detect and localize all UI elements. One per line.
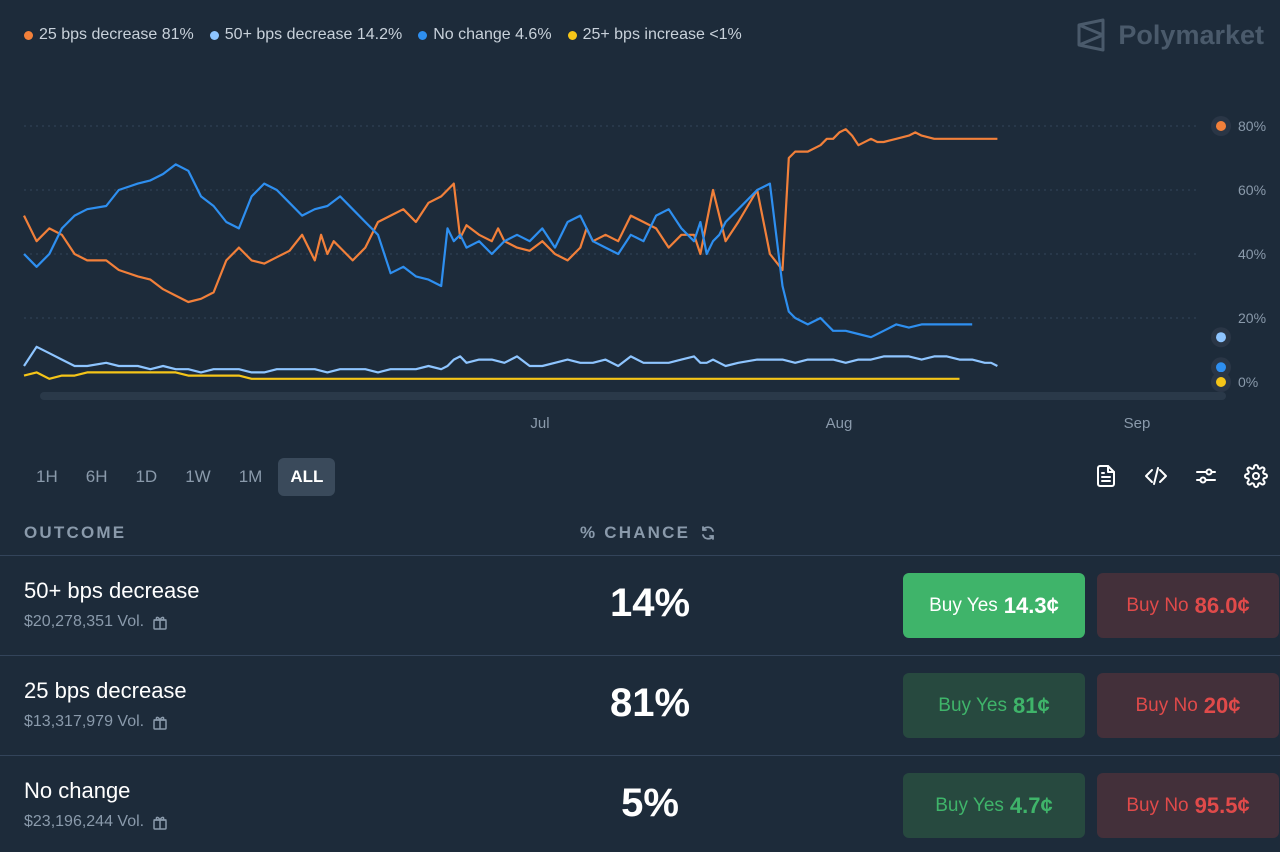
outcome-name: 25 bps decrease	[24, 678, 187, 703]
series-line-no-change[interactable]	[23, 163, 973, 339]
buy-yes-label: Buy Yes	[938, 694, 1007, 716]
buy-yes-label: Buy Yes	[929, 594, 998, 616]
outcome-chance: 14%	[609, 581, 691, 625]
series-line-25bps-increase[interactable]	[23, 371, 960, 380]
buy-yes-price: 4.7¢	[1009, 792, 1053, 818]
brand-watermark: Polymarket	[1076, 18, 1264, 52]
outcome-row[interactable]: 50+ bps decrease $20,278,351 Vol. 14% Bu…	[0, 556, 1280, 656]
marker-25bps-increase	[1216, 377, 1226, 387]
range-1h-button[interactable]: 1H	[36, 467, 58, 486]
buy-yes-price: 14.3¢	[1003, 592, 1059, 618]
legend-dot	[418, 30, 428, 40]
buy-no-price: 95.5¢	[1194, 792, 1250, 818]
buy-no-price: 86.0¢	[1194, 592, 1250, 618]
legend-dot	[24, 30, 33, 40]
range-all-button[interactable]: ALL	[278, 458, 336, 496]
range-1d-button[interactable]: 1D	[135, 467, 158, 486]
buy-yes-label: Buy Yes	[935, 794, 1004, 816]
time-range-selector: 1H 6H 1D 1W 1M ALL	[24, 458, 336, 496]
y-tick-label: 40%	[1238, 246, 1266, 262]
buy-no-button[interactable]: Buy No 86.0¢	[1097, 573, 1279, 638]
y-tick-label: 20%	[1238, 310, 1266, 326]
legend-dot	[567, 30, 577, 40]
legend-item-25bps-increase: 25+ bps increase <1%	[567, 26, 742, 44]
document-icon[interactable]	[1092, 462, 1120, 490]
gear-icon[interactable]	[1242, 462, 1270, 490]
outcome-volume: $13,317,979 Vol.	[24, 713, 168, 731]
legend-item-50bps-decrease: 50+ bps decrease 14.2%	[209, 26, 403, 44]
legend-item-no-change: No change 4.6%	[418, 26, 552, 44]
brand-name: Polymarket	[1118, 19, 1264, 50]
outcome-name: No change	[24, 778, 131, 803]
buy-no-label: Buy No	[1135, 694, 1198, 716]
chance-header-label: % CHANCE	[580, 523, 691, 542]
range-6h-button[interactable]: 6H	[85, 467, 108, 486]
volume-text: $13,317,979 Vol.	[24, 713, 145, 730]
gift-icon[interactable]	[152, 714, 168, 730]
code-icon[interactable]	[1142, 462, 1170, 490]
buy-yes-button[interactable]: Buy Yes 14.3¢	[903, 573, 1085, 638]
outcome-chance: 5%	[621, 781, 679, 825]
gift-icon[interactable]	[152, 614, 168, 630]
legend-dot	[209, 30, 219, 40]
buy-no-label: Buy No	[1126, 794, 1189, 816]
range-1w-button[interactable]: 1W	[185, 467, 211, 486]
series-line-25bps-decrease[interactable]	[23, 128, 998, 304]
buy-no-button[interactable]: Buy No 95.5¢	[1097, 773, 1279, 838]
outcome-row[interactable]: 25 bps decrease $13,317,979 Vol. 81% Buy…	[0, 656, 1280, 756]
buy-no-label: Buy No	[1126, 594, 1189, 616]
outcome-name: 50+ bps decrease	[24, 578, 200, 603]
legend-label: No change 4.6%	[433, 26, 552, 43]
x-tick-label: Sep	[1124, 415, 1151, 432]
y-tick-label: 60%	[1238, 182, 1266, 198]
legend-label: 25+ bps increase <1%	[582, 26, 742, 43]
marker-no-change	[1216, 362, 1226, 373]
gift-icon[interactable]	[152, 814, 168, 830]
outcome-row[interactable]: No change $23,196,244 Vol. 5% Buy Yes 4.…	[0, 756, 1280, 852]
buy-yes-button[interactable]: Buy Yes 81¢	[903, 673, 1085, 738]
chart-legend: 25 bps decrease 81% 50+ bps decrease 14.…	[24, 26, 742, 44]
buy-no-button[interactable]: Buy No 20¢	[1097, 673, 1279, 738]
refresh-icon[interactable]	[700, 525, 716, 541]
y-tick-label: 0%	[1238, 374, 1258, 390]
legend-item-25bps-decrease: 25 bps decrease 81%	[24, 26, 194, 44]
outcome-chance: 81%	[609, 681, 691, 725]
polymarket-logo-icon	[1077, 18, 1105, 52]
series-line-50bps-decrease[interactable]	[23, 345, 998, 374]
y-tick-label: 80%	[1238, 118, 1266, 134]
buy-yes-button[interactable]: Buy Yes 4.7¢	[903, 773, 1085, 838]
volume-text: $20,278,351 Vol.	[24, 613, 145, 630]
chart-tools	[1092, 462, 1270, 490]
range-1m-button[interactable]: 1M	[238, 467, 263, 486]
chance-column-header: % CHANCE	[580, 523, 716, 543]
chart-scrollbar[interactable]	[40, 392, 1226, 400]
x-tick-label: Jul	[530, 415, 549, 432]
legend-label: 25 bps decrease 81%	[39, 26, 194, 43]
price-history-chart[interactable]: 0% 20% 40% 60% 80% Jul Aug Sep	[0, 70, 1280, 440]
sliders-icon[interactable]	[1192, 462, 1220, 490]
legend-label: 50+ bps decrease 14.2%	[224, 26, 403, 43]
buy-no-price: 20¢	[1203, 692, 1241, 718]
marker-50bps-decrease	[1216, 332, 1226, 343]
outcome-volume: $20,278,351 Vol.	[24, 613, 168, 631]
x-tick-label: Aug	[826, 415, 853, 432]
outcome-column-header: OUTCOME	[24, 523, 127, 542]
volume-text: $23,196,244 Vol.	[24, 813, 145, 830]
outcome-volume: $23,196,244 Vol.	[24, 813, 168, 831]
marker-25bps-decrease	[1216, 121, 1226, 131]
outcomes-table-header: OUTCOME % CHANCE	[0, 520, 1280, 556]
buy-yes-price: 81¢	[1012, 692, 1050, 718]
